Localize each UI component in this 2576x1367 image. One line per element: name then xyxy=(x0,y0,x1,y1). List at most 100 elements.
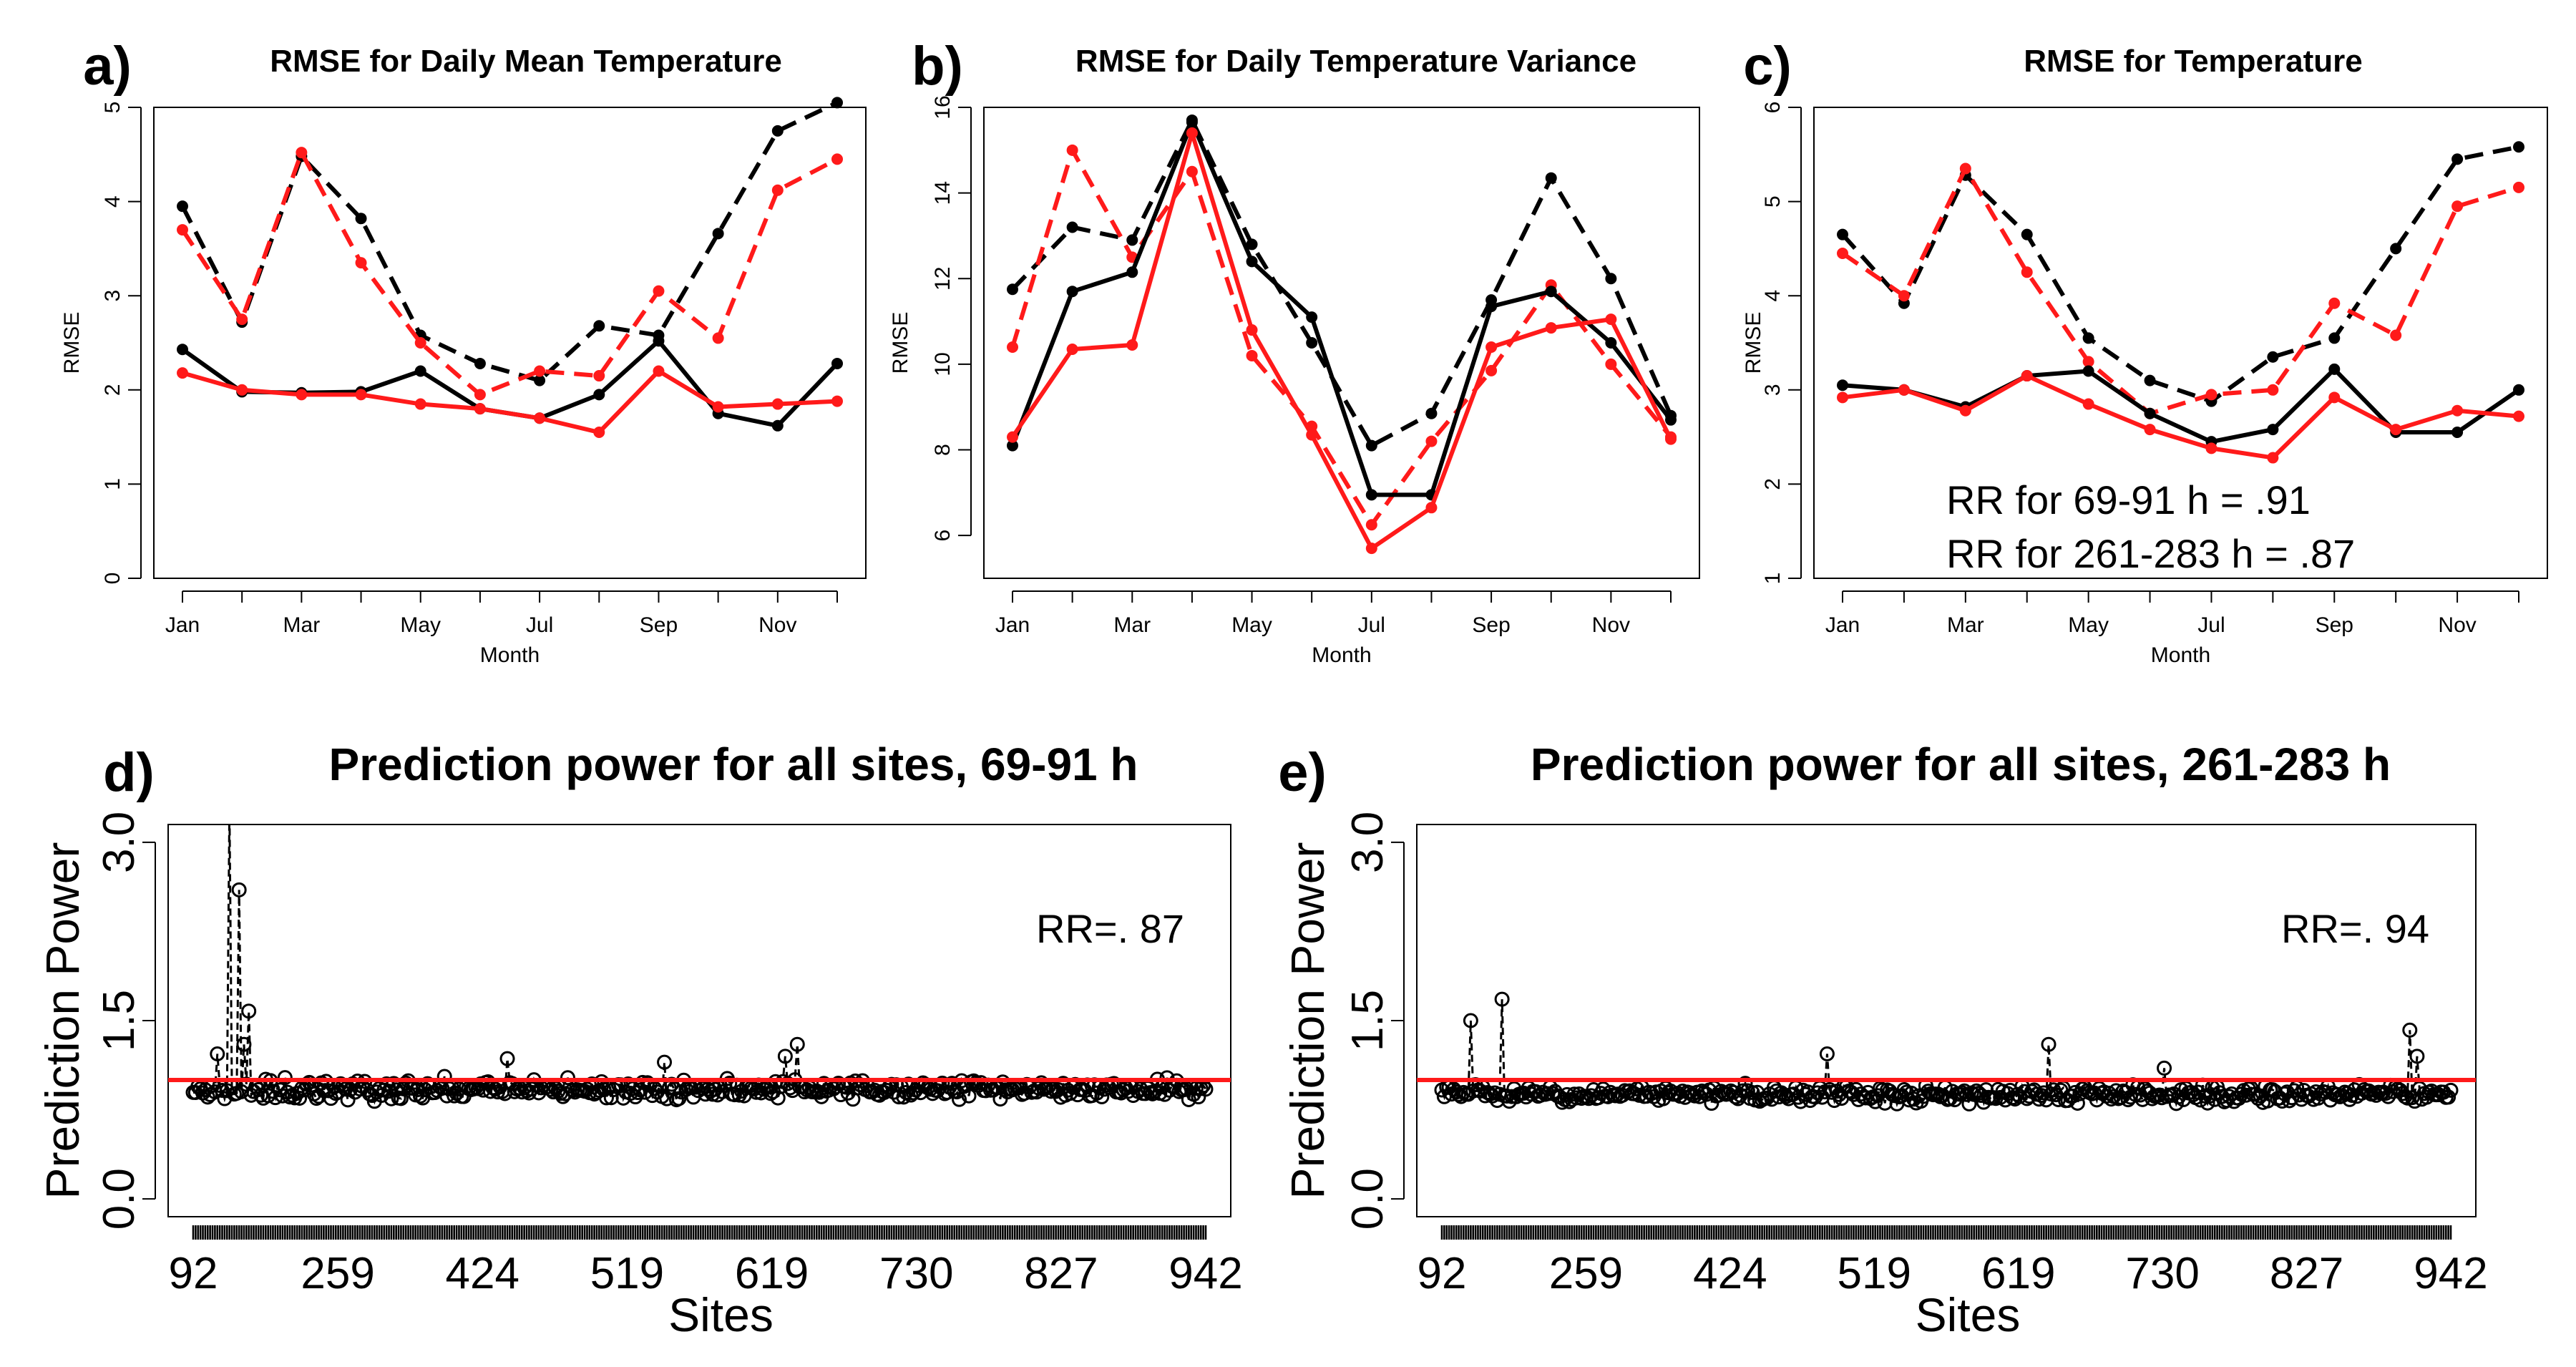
data-point-e xyxy=(2197,1088,2213,1104)
data-point-d xyxy=(439,1088,455,1104)
data-point-a-2 xyxy=(593,389,605,401)
data-point-a-0 xyxy=(534,374,546,386)
data-point-b-0 xyxy=(1246,238,1258,250)
x-tick-label-a: Sep xyxy=(640,613,678,637)
x-tick-label-d: 730 xyxy=(879,1249,953,1298)
data-point-d xyxy=(436,1069,452,1084)
data-point-d xyxy=(197,1082,213,1098)
data-point-d xyxy=(236,1036,252,1052)
data-point-c-1 xyxy=(2390,329,2402,341)
data-point-a-0 xyxy=(771,125,784,137)
data-point-a-0 xyxy=(712,228,724,240)
plot-frame-d xyxy=(167,824,1231,1217)
data-point-c-0 xyxy=(1837,228,1848,240)
data-point-d xyxy=(635,1074,650,1090)
data-point-a-0 xyxy=(177,200,188,213)
data-point-d xyxy=(389,1082,404,1098)
data-point-c-3 xyxy=(2390,424,2402,436)
data-point-e xyxy=(2441,1089,2457,1105)
y-tick-label-a: 3 xyxy=(101,290,125,302)
data-point-d xyxy=(393,1091,409,1106)
data-point-b-0 xyxy=(1545,172,1557,184)
data-point-d xyxy=(952,1091,967,1107)
data-point-b-3 xyxy=(1306,429,1318,441)
data-point-d xyxy=(219,1083,235,1099)
x-tick-label-a: Jul xyxy=(526,613,553,637)
plot-frame-a xyxy=(153,107,867,579)
chart-title-e: Prediction power for all sites, 261-283 … xyxy=(1531,739,2391,790)
data-point-c-3 xyxy=(2082,398,2094,410)
y-axis-label-b: RMSE xyxy=(889,312,912,374)
data-point-b-0 xyxy=(1306,337,1318,349)
data-point-c-3 xyxy=(2513,410,2524,422)
x-tick-label-b: Nov xyxy=(1592,613,1630,637)
x-tick-label-b: Mar xyxy=(1113,613,1151,637)
data-point-a-1 xyxy=(771,184,784,196)
data-point-e xyxy=(1737,1076,1753,1091)
y-tick-label-d: 1.5 xyxy=(94,990,144,1051)
data-point-a-3 xyxy=(712,401,724,413)
x-axis-label-e: Sites xyxy=(1916,1288,2021,1341)
data-point-a-1 xyxy=(831,153,843,165)
data-point-d xyxy=(777,1049,793,1064)
series-line-c-2 xyxy=(1842,366,2520,444)
data-point-e xyxy=(2399,1090,2415,1106)
data-point-c-1 xyxy=(2021,266,2033,278)
x-rug-e xyxy=(1440,1225,2452,1240)
x-tick-label-c: Jan xyxy=(1825,613,1860,637)
x-tick-label-d: 92 xyxy=(169,1249,218,1298)
plot-area-d xyxy=(185,800,1214,1109)
x-tick-label-e: 730 xyxy=(2125,1249,2199,1298)
series-line-c-1 xyxy=(1841,166,2519,416)
y-axis-label-c: RMSE xyxy=(1742,312,1765,374)
x-tick-label-b: Jul xyxy=(1358,613,1385,637)
x-tick-label-d: 424 xyxy=(446,1249,519,1298)
data-point-e xyxy=(2443,1082,2459,1098)
annotation-e-0: RR=. 94 xyxy=(2281,906,2429,951)
x-tick-label-b: Sep xyxy=(1472,613,1510,637)
data-point-b-1 xyxy=(1186,165,1198,177)
data-point-a-2 xyxy=(414,365,426,377)
data-point-c-1 xyxy=(1898,290,1910,302)
data-point-d xyxy=(223,800,236,813)
data-point-a-2 xyxy=(771,419,784,432)
data-point-b-0 xyxy=(1007,283,1018,296)
data-point-e xyxy=(1463,1013,1478,1028)
data-point-c-3 xyxy=(1898,384,1910,396)
y-tick-label-b: 10 xyxy=(931,352,955,376)
y-tick-label-d: 0.0 xyxy=(94,1168,144,1230)
chart-title-a: RMSE for Daily Mean Temperature xyxy=(270,44,782,79)
data-point-b-3 xyxy=(1365,543,1377,555)
data-point-b-3 xyxy=(1545,322,1557,334)
data-point-a-3 xyxy=(593,427,605,439)
data-point-d xyxy=(277,1070,293,1086)
data-point-d xyxy=(620,1076,636,1091)
data-point-e xyxy=(1819,1046,1835,1061)
x-tick-label-d: 619 xyxy=(735,1249,809,1298)
data-point-c-3 xyxy=(2205,442,2218,454)
plot-frame-b xyxy=(983,107,1700,579)
y-tick-label-c: 2 xyxy=(1761,478,1785,490)
data-point-c-2 xyxy=(2328,363,2341,375)
data-point-c-3 xyxy=(1837,391,1848,404)
data-point-c-1 xyxy=(2205,389,2218,401)
x-tick-label-e: 92 xyxy=(1418,1249,1467,1298)
data-point-e xyxy=(2137,1081,2153,1096)
data-point-b-3 xyxy=(1605,313,1617,326)
y-tick-label-e: 1.5 xyxy=(1343,990,1392,1051)
data-point-b-2 xyxy=(1126,266,1138,278)
data-point-e xyxy=(2113,1089,2129,1105)
data-point-c-0 xyxy=(2390,243,2402,255)
data-point-c-3 xyxy=(1959,404,1971,417)
data-point-b-1 xyxy=(1605,358,1617,370)
data-point-c-1 xyxy=(2328,297,2341,309)
x-axis-label-a: Month xyxy=(480,643,540,667)
y-tick-label-e: 3.0 xyxy=(1343,812,1392,873)
x-tick-label-d: 259 xyxy=(301,1249,374,1298)
data-point-a-3 xyxy=(177,367,188,379)
data-point-b-0 xyxy=(1066,221,1078,233)
data-point-b-2 xyxy=(1365,489,1377,501)
data-point-c-1 xyxy=(1837,247,1848,259)
chart-title-c: RMSE for Temperature xyxy=(2024,44,2363,79)
